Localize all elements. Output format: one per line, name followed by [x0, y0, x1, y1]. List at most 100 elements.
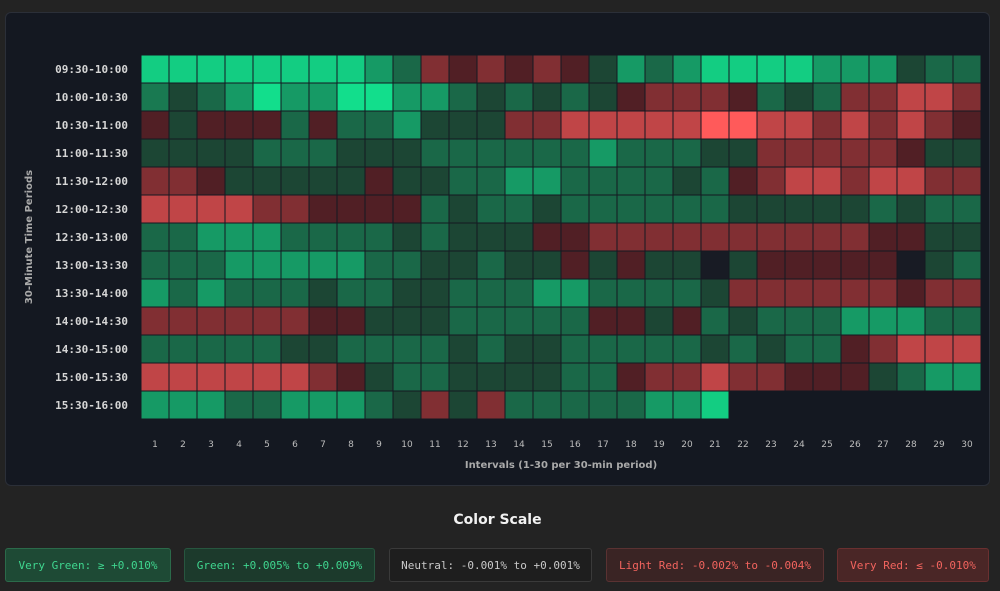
heatmap-cell — [728, 250, 758, 280]
heatmap-cell — [644, 138, 674, 168]
heatmap-cell — [476, 278, 506, 308]
heatmap-cell — [672, 362, 702, 392]
heatmap-cell — [420, 390, 450, 420]
heatmap-cell — [140, 222, 170, 252]
heatmap-cell — [672, 306, 702, 336]
heatmap-cell — [588, 334, 618, 364]
heatmap-cell — [504, 194, 534, 224]
heatmap-cell — [924, 54, 954, 84]
heatmap-cell — [840, 110, 870, 140]
heatmap-cell — [168, 54, 198, 84]
heatmap-cell — [504, 278, 534, 308]
heatmap-cell — [364, 138, 394, 168]
heatmap-cell — [896, 110, 926, 140]
x-axis-label: Intervals (1-30 per 30-min period) — [465, 460, 657, 471]
heatmap-cell — [252, 362, 282, 392]
heatmap-cell — [924, 166, 954, 196]
heatmap-cell — [756, 166, 786, 196]
column-tick-label: 20 — [681, 440, 693, 450]
heatmap-cell — [728, 54, 758, 84]
heatmap-cell — [532, 194, 562, 224]
heatmap-cell — [420, 362, 450, 392]
heatmap-cell — [224, 138, 254, 168]
heatmap-cell — [168, 278, 198, 308]
heatmap-cell — [476, 334, 506, 364]
heatmap-cell — [476, 54, 506, 84]
heatmap-cell — [224, 278, 254, 308]
heatmap-cell — [504, 138, 534, 168]
heatmap-cell — [448, 194, 478, 224]
heatmap-cell — [616, 278, 646, 308]
heatmap-cell — [336, 110, 366, 140]
heatmap-cell — [448, 82, 478, 112]
heatmap-cell — [756, 278, 786, 308]
heatmap-cell — [392, 194, 422, 224]
heatmap-cell — [952, 306, 982, 336]
heatmap-cell — [700, 306, 730, 336]
heatmap-cell — [476, 250, 506, 280]
heatmap-cell — [392, 54, 422, 84]
heatmap-cell — [420, 222, 450, 252]
column-tick-label: 8 — [348, 440, 354, 450]
heatmap-cell — [336, 306, 366, 336]
heatmap-cell — [952, 362, 982, 392]
heatmap-cell — [308, 278, 338, 308]
heatmap-cell — [560, 82, 590, 112]
heatmap-cell — [868, 54, 898, 84]
column-tick-label: 25 — [821, 440, 832, 450]
heatmap-cell — [616, 110, 646, 140]
heatmap-cell — [140, 362, 170, 392]
heatmap-cell — [476, 194, 506, 224]
heatmap-cell — [280, 390, 310, 420]
heatmap-cell — [532, 110, 562, 140]
heatmap-cell — [560, 250, 590, 280]
heatmap-cell — [196, 334, 226, 364]
column-tick-label: 23 — [765, 440, 776, 450]
heatmap-cell — [812, 138, 842, 168]
heatmap-cell — [672, 390, 702, 420]
heatmap-cell — [588, 166, 618, 196]
heatmap-cell — [924, 82, 954, 112]
heatmap-cell — [224, 82, 254, 112]
heatmap-cell — [280, 166, 310, 196]
heatmap-cell — [336, 138, 366, 168]
heatmap-cell — [252, 306, 282, 336]
heatmap-cell — [224, 222, 254, 252]
heatmap-cell — [588, 194, 618, 224]
heatmap-cell — [252, 54, 282, 84]
heatmap-cell — [952, 250, 982, 280]
heatmap-cell — [532, 306, 562, 336]
heatmap-cell — [728, 110, 758, 140]
heatmap-cell — [644, 110, 674, 140]
heatmap-cell — [924, 138, 954, 168]
heatmap-cell — [448, 138, 478, 168]
heatmap-cell — [812, 110, 842, 140]
heatmap-cell — [392, 110, 422, 140]
heatmap-cell — [588, 278, 618, 308]
heatmap-cell — [168, 250, 198, 280]
heatmap-cell — [840, 82, 870, 112]
heatmap-cell — [952, 54, 982, 84]
heatmap-cell — [504, 110, 534, 140]
heatmap-cell — [672, 250, 702, 280]
heatmap-cell — [420, 334, 450, 364]
heatmap-cell — [140, 334, 170, 364]
heatmap-cell — [308, 390, 338, 420]
heatmap-cell — [336, 54, 366, 84]
row-label: 15:30-16:00 — [55, 399, 128, 412]
row-label: 12:30-13:00 — [55, 231, 128, 244]
heatmap-cell — [280, 138, 310, 168]
heatmap-cell — [924, 222, 954, 252]
row-label: 10:00-10:30 — [55, 91, 128, 104]
heatmap-cell — [644, 250, 674, 280]
heatmap-cell — [644, 54, 674, 84]
heatmap-cell — [392, 278, 422, 308]
heatmap-cell — [644, 82, 674, 112]
heatmap-cell — [168, 222, 198, 252]
heatmap-cell — [728, 278, 758, 308]
heatmap-cell — [560, 278, 590, 308]
heatmap-cell — [672, 334, 702, 364]
heatmap-cell — [812, 194, 842, 224]
heatmap-cell — [364, 54, 394, 84]
column-tick-label: 7 — [320, 440, 326, 450]
